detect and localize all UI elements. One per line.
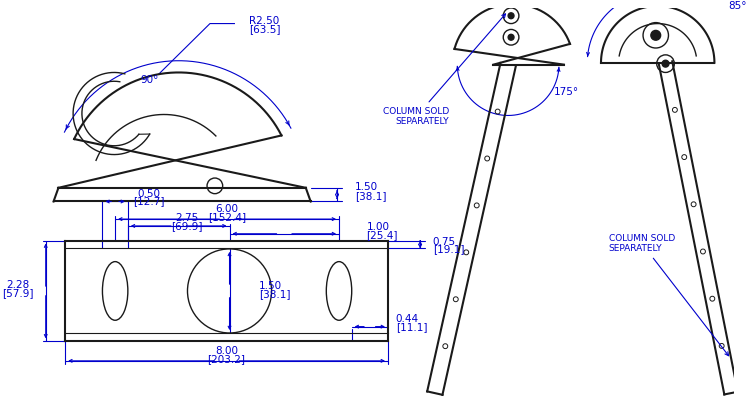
Text: 0.50: 0.50 [138, 189, 161, 199]
Text: [38.1]: [38.1] [259, 289, 290, 299]
Text: 2.75: 2.75 [175, 213, 198, 223]
Text: [203.2]: [203.2] [207, 354, 245, 364]
Text: 1.00: 1.00 [366, 222, 389, 232]
Text: 0.44: 0.44 [395, 314, 419, 324]
Text: 175°: 175° [554, 87, 580, 97]
Text: 1.50: 1.50 [259, 281, 282, 291]
Text: 0.75: 0.75 [433, 237, 456, 247]
Text: 8.00: 8.00 [215, 346, 238, 356]
Circle shape [662, 60, 669, 67]
Text: [11.1]: [11.1] [395, 322, 427, 332]
Text: 2.28: 2.28 [7, 280, 30, 290]
Text: [57.9]: [57.9] [3, 288, 34, 298]
Circle shape [651, 30, 661, 40]
Text: [12.7]: [12.7] [134, 196, 165, 206]
Text: [19.1]: [19.1] [433, 244, 464, 255]
Text: R2.50: R2.50 [249, 16, 279, 26]
Circle shape [508, 35, 514, 40]
Text: [25.4]: [25.4] [366, 230, 398, 240]
Text: COLUMN SOLD
SEPARATELY: COLUMN SOLD SEPARATELY [383, 14, 506, 126]
Text: 90°: 90° [140, 75, 159, 85]
Text: 1.50: 1.50 [354, 182, 377, 192]
Circle shape [508, 13, 514, 19]
Text: COLUMN SOLD
SEPARATELY: COLUMN SOLD SEPARATELY [609, 234, 729, 356]
Text: [69.9]: [69.9] [171, 221, 202, 231]
Text: [152.4]: [152.4] [208, 212, 246, 222]
Text: [38.1]: [38.1] [354, 191, 386, 201]
Text: 85°: 85° [729, 1, 746, 11]
Text: 6.00: 6.00 [216, 204, 239, 214]
Text: [63.5]: [63.5] [249, 25, 280, 35]
